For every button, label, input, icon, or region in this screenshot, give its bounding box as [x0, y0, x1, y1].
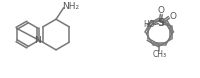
Text: S: S — [157, 18, 164, 28]
Text: CH₃: CH₃ — [152, 50, 166, 59]
Text: HO: HO — [143, 21, 155, 29]
Text: O: O — [158, 6, 165, 15]
Text: N: N — [34, 36, 41, 45]
Text: O: O — [169, 12, 176, 21]
Text: NH₂: NH₂ — [62, 2, 79, 11]
